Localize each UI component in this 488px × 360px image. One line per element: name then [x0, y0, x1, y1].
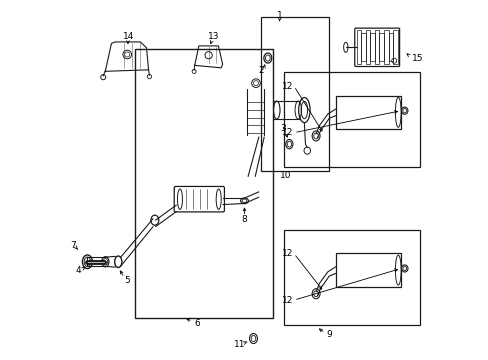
Bar	[284, 72, 419, 167]
Text: 3: 3	[280, 123, 285, 132]
Text: 1: 1	[276, 10, 282, 19]
Bar	[135, 49, 273, 318]
Text: 9: 9	[325, 330, 331, 339]
Text: 10: 10	[280, 171, 291, 180]
Bar	[356, 30, 361, 64]
Text: 5: 5	[124, 276, 129, 285]
Text: 13: 13	[208, 32, 219, 41]
Bar	[335, 96, 400, 129]
Bar	[284, 230, 419, 325]
Text: 12: 12	[281, 249, 293, 258]
Text: 14: 14	[123, 32, 134, 41]
Text: 8: 8	[241, 215, 247, 224]
Text: 12: 12	[281, 296, 293, 305]
Text: 7: 7	[70, 241, 76, 250]
Text: 15: 15	[411, 54, 423, 63]
Bar	[361, 33, 365, 62]
Bar	[383, 30, 388, 64]
Bar	[392, 30, 397, 64]
Bar	[379, 33, 383, 62]
Bar	[365, 30, 369, 64]
Text: 12: 12	[281, 82, 293, 91]
Bar	[374, 30, 379, 64]
Text: 4: 4	[76, 266, 81, 275]
Bar	[369, 33, 374, 62]
Bar	[260, 17, 328, 171]
Text: 6: 6	[194, 319, 200, 328]
Text: 2: 2	[258, 67, 264, 76]
Text: 11: 11	[234, 341, 245, 350]
Bar	[388, 33, 392, 62]
Bar	[335, 253, 400, 287]
Text: 12: 12	[281, 128, 293, 137]
